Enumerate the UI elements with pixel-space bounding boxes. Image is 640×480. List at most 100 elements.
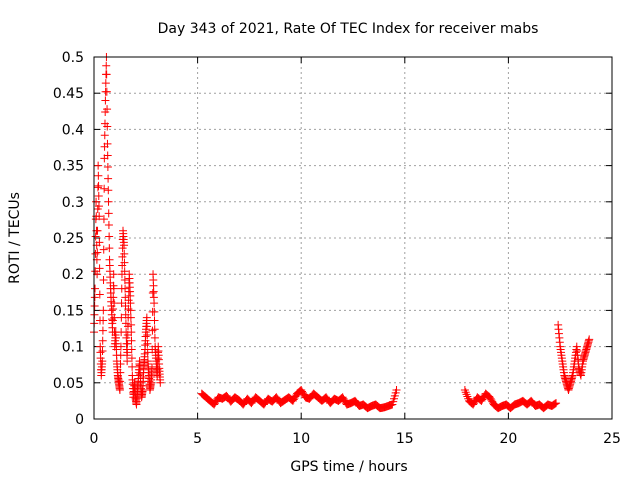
data-point-55: [101, 96, 110, 105]
data-point-44: [99, 316, 108, 325]
data-point-127: [116, 368, 125, 377]
data-point-70: [104, 197, 113, 206]
data-point-92: [109, 304, 118, 313]
y-tick-label-5: 0.25: [53, 231, 84, 247]
data-point-47: [99, 245, 108, 254]
data-point-16: [93, 248, 102, 257]
y-axis-title: ROTI / TECUs: [7, 192, 23, 284]
data-point-177: [126, 306, 135, 315]
x-tick-label-1: 5: [193, 431, 202, 447]
data-point-257: [143, 331, 152, 340]
data-point-178: [126, 313, 135, 322]
data-point-182: [127, 345, 136, 354]
data-point-23: [94, 192, 103, 201]
data-point-180: [127, 328, 136, 337]
x-axis-title: GPS time / hours: [290, 459, 407, 475]
y-tick-label-6: 0.3: [62, 195, 84, 211]
data-point-8: [91, 232, 100, 241]
data-point-256: [143, 322, 152, 331]
data-point-69: [104, 186, 113, 195]
data-point-255: [142, 313, 151, 322]
data-point-130: [116, 342, 125, 351]
data-point-4: [90, 293, 99, 302]
data-point-10: [92, 197, 101, 206]
data-point-146: [120, 249, 129, 258]
data-point-95: [109, 270, 118, 279]
data-point-556: [392, 386, 401, 395]
y-tick-label-3: 0.15: [53, 303, 84, 319]
data-point-71: [104, 209, 113, 218]
y-tick-label-7: 0.35: [53, 159, 84, 175]
data-point-280: [148, 364, 157, 373]
x-tick-label-3: 15: [396, 431, 414, 447]
data-point-45: [99, 306, 108, 315]
data-point-74: [105, 244, 114, 253]
data-point-28: [95, 290, 104, 299]
data-point-284: [148, 289, 157, 298]
data-point-52: [100, 131, 109, 140]
data-point-61: [102, 70, 111, 79]
data-point-27: [95, 264, 104, 273]
data-point-41: [98, 346, 107, 355]
data-point-72: [104, 220, 113, 229]
data-point-67: [103, 163, 112, 172]
data-point-320: [156, 378, 165, 387]
data-point-96: [109, 284, 118, 293]
data-point-59: [102, 61, 111, 70]
data-point-64: [103, 122, 112, 131]
y-tick-label-4: 0.2: [62, 267, 84, 283]
data-point-181: [127, 336, 136, 345]
x-tick-label-0: 0: [90, 431, 99, 447]
data-point-282: [148, 326, 157, 335]
data-point-743: [585, 335, 594, 344]
data-point-42: [98, 336, 107, 345]
data-point-65: [103, 139, 112, 148]
data-point-128: [116, 359, 125, 368]
plot-frame: [93, 56, 613, 420]
x-tick-label-5: 25: [603, 431, 621, 447]
data-point-57: [101, 79, 110, 88]
data-point-48: [99, 215, 108, 224]
data-point-175: [126, 291, 135, 300]
grid-lines: [94, 57, 612, 419]
data-point-20: [94, 161, 103, 170]
data-point-5: [91, 284, 100, 293]
data-point-49: [100, 184, 109, 193]
data-point-40: [98, 357, 107, 366]
data-point-145: [120, 241, 129, 250]
x-tick-label-4: 20: [499, 431, 517, 447]
data-point-21: [94, 171, 103, 180]
data-point-7: [91, 249, 100, 258]
data-point-125: [115, 386, 124, 395]
data-point-73: [105, 232, 114, 241]
data-point-179: [127, 320, 136, 329]
y-tick-label-10: 0.5: [62, 50, 84, 66]
data-point-160: [123, 357, 132, 366]
data-point-68: [104, 174, 113, 183]
data-point-93: [109, 293, 118, 302]
data-point-126: [116, 377, 125, 386]
chart-title: Day 343 of 2021, Rate Of TEC Index for r…: [158, 21, 539, 37]
data-point-290: [150, 299, 159, 308]
axis-ticks: 0 0.05 0.1 0.15 0.2 0.25 0.3 0.35 0.4 0.45 0.5 0 5 10…: [53, 50, 621, 447]
y-tick-label-9: 0.45: [53, 86, 84, 102]
data-point-258: [143, 339, 152, 348]
data-point-176: [126, 299, 135, 308]
data-point-63: [103, 105, 112, 114]
data-point-294: [150, 333, 159, 342]
data-point-132: [117, 313, 126, 322]
data-point-97: [110, 299, 119, 308]
y-tick-label-0: 0: [75, 412, 84, 428]
y-tick-label-2: 0.1: [62, 340, 84, 356]
data-point-666: [551, 399, 560, 408]
data-point-147: [120, 258, 129, 267]
y-tick-label-1: 0.05: [53, 376, 84, 392]
data-point-66: [103, 151, 112, 160]
data-point-293: [150, 325, 159, 334]
y-tick-label-8: 0.4: [62, 122, 84, 138]
data-point-46: [99, 275, 108, 284]
data-point-3: [90, 302, 99, 311]
data-point-667: [552, 399, 561, 408]
data-point-259: [143, 348, 152, 357]
